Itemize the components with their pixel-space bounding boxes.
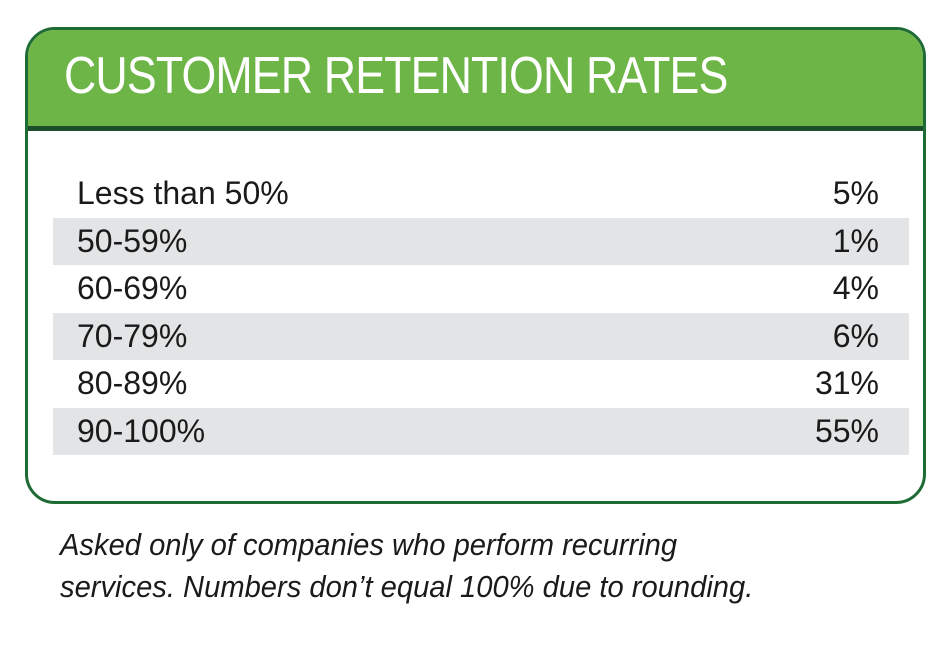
retention-card: CUSTOMER RETENTION RATES Less than 50% 5…	[25, 27, 926, 504]
row-value: 55%	[814, 412, 879, 449]
row-label: 80-89%	[77, 365, 188, 402]
chart-title: CUSTOMER RETENTION RATES	[64, 47, 728, 105]
footnote-line-2: services. Numbers don’t equal 100% due t…	[60, 569, 754, 604]
card-header: CUSTOMER RETENTION RATES	[28, 30, 923, 131]
footnote-line-1: Asked only of companies who perform recu…	[60, 527, 678, 562]
table-row: 70-79% 6%	[53, 312, 909, 360]
retention-table: Less than 50% 5% 50-59% 1% 60-69% 4% 70-…	[53, 170, 909, 455]
row-value: 31%	[814, 365, 879, 402]
row-label: Less than 50%	[77, 175, 289, 212]
row-value: 6%	[832, 317, 879, 354]
row-value: 4%	[832, 270, 879, 307]
row-label: 50-59%	[77, 222, 188, 259]
table-row: 80-89% 31%	[53, 360, 909, 408]
row-label: 60-69%	[77, 270, 188, 307]
row-value: 1%	[832, 222, 879, 259]
row-label: 70-79%	[77, 317, 188, 354]
table-row: 60-69% 4%	[53, 265, 909, 313]
row-value: 5%	[832, 175, 879, 212]
table-row: Less than 50% 5%	[53, 170, 909, 218]
row-label: 90-100%	[77, 412, 206, 449]
table-row: 50-59% 1%	[53, 217, 909, 265]
table-row: 90-100% 55%	[53, 407, 909, 455]
footnote: Asked only of companies who perform recu…	[60, 524, 868, 608]
